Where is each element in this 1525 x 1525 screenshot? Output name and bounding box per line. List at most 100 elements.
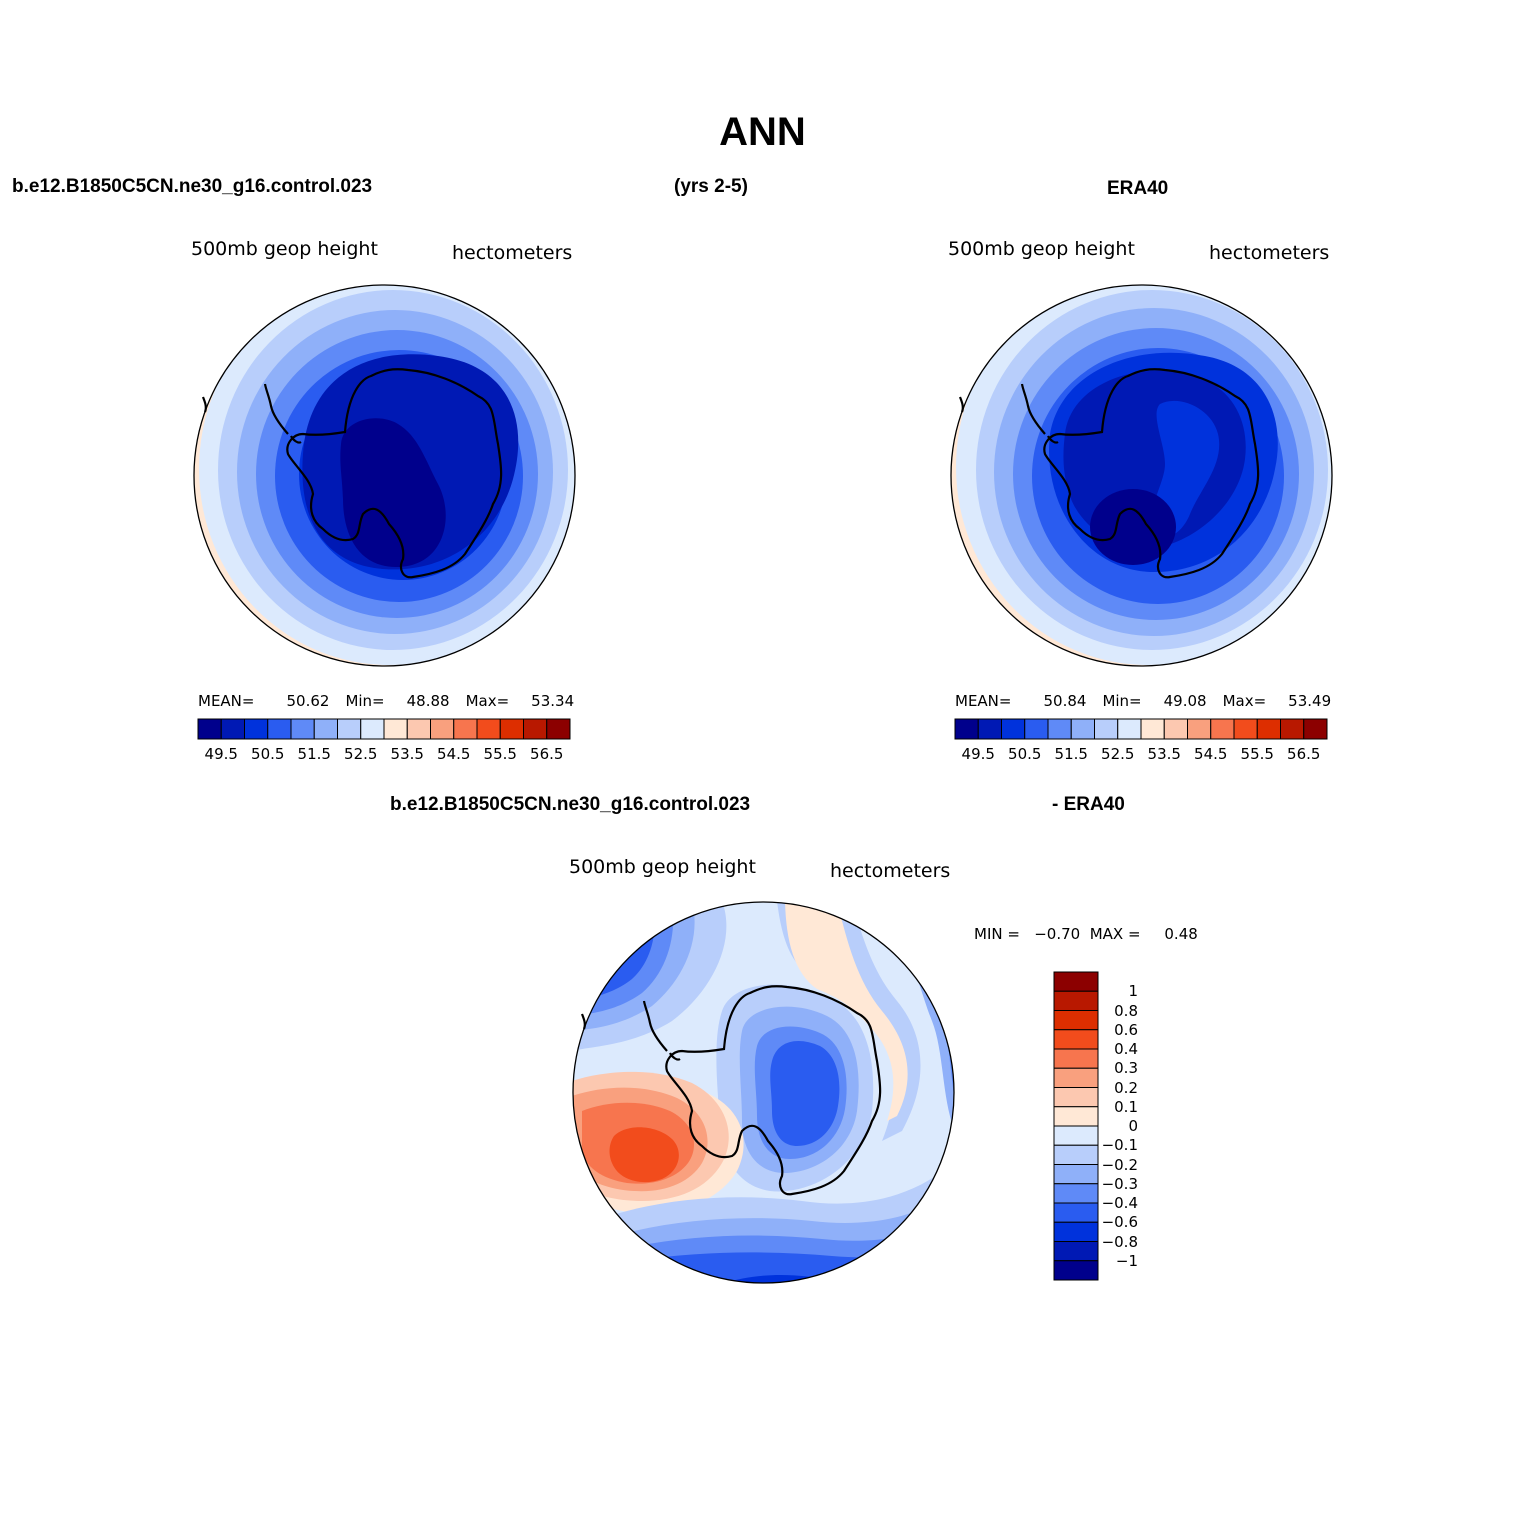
colorbar-tick-label: 51.5 <box>1054 745 1088 763</box>
top-right-variable-label: 500mb geop height <box>948 238 1135 260</box>
colorbar-swatch <box>267 718 292 740</box>
main-title: ANN <box>719 110 806 154</box>
colorbar-swatch <box>1094 718 1119 740</box>
top-left-colorbar-labels: 49.5 50.5 51.5 52.5 53.5 54.5 55.5 56.5 <box>198 745 570 765</box>
colorbar-swatch <box>383 718 408 740</box>
colorbar-tick-label: −0.1 <box>1101 1136 1138 1155</box>
difference-polar-map <box>572 901 955 1284</box>
max-label: Max= <box>465 692 510 710</box>
contour-band <box>1090 489 1176 565</box>
colorbar-tick-label: 49.5 <box>204 745 238 763</box>
colorbar-tick-label: 0.6 <box>1114 1020 1138 1039</box>
max-label: Max= <box>1222 692 1267 710</box>
colorbar-tick-label: 0.3 <box>1114 1059 1138 1078</box>
colorbar-swatch <box>977 718 1002 740</box>
colorbar-tick-label: −1 <box>1115 1251 1138 1270</box>
colorbar-swatch <box>1303 718 1328 740</box>
colorbar-tick-label: 54.5 <box>437 745 471 763</box>
colorbar-swatch <box>476 718 501 740</box>
colorbar-tick-label: 56.5 <box>530 745 564 763</box>
antarctica-coastline <box>580 985 882 1196</box>
difference-colorbar <box>1053 971 1099 1281</box>
max-value: 53.34 <box>531 692 575 710</box>
colorbar-tick-label: 55.5 <box>483 745 517 763</box>
colorbar-tick-label: 0.8 <box>1114 1001 1138 1020</box>
colorbar-swatch <box>1053 1029 1099 1050</box>
colorbar-swatch <box>1210 718 1235 740</box>
colorbar-swatch <box>1163 718 1188 740</box>
colorbar-swatch <box>1053 1048 1099 1069</box>
colorbar-swatch <box>546 718 571 740</box>
top-left-colorbar <box>197 718 571 740</box>
top-left-case-title: b.e12.B1850C5CN.ne30_g16.control.023 <box>12 176 373 197</box>
colorbar-swatch <box>1053 1010 1099 1031</box>
colorbar-tick-label: −0.2 <box>1101 1155 1138 1174</box>
colorbar-tick-label: 0.2 <box>1114 1078 1138 1097</box>
map-border <box>950 284 1333 667</box>
mean-label: MEAN= <box>955 692 1012 710</box>
colorbar-tick-label: 55.5 <box>1240 745 1274 763</box>
bottom-case-title: b.e12.B1850C5CN.ne30_g16.control.023 <box>390 794 751 815</box>
colorbar-swatch <box>1053 1202 1099 1223</box>
contour-band <box>609 1127 679 1183</box>
mean-label: MEAN= <box>198 692 255 710</box>
colorbar-tick-label: 53.5 <box>390 745 424 763</box>
colorbar-swatch <box>453 718 478 740</box>
bottom-units-label: hectometers <box>830 860 951 882</box>
colorbar-tick-label: 0.1 <box>1114 1097 1138 1116</box>
colorbar-swatch <box>1070 718 1095 740</box>
colorbar-swatch <box>220 718 245 740</box>
colorbar-swatch <box>1001 718 1026 740</box>
colorbar-tick-label: 52.5 <box>344 745 378 763</box>
colorbar-tick-label: 53.5 <box>1147 745 1181 763</box>
top-right-units-label: hectometers <box>1209 242 1330 264</box>
top-left-stats: MEAN= 50.62 Min= 48.88 Max= 53.34 <box>198 692 574 710</box>
mean-value: 50.84 <box>1043 692 1087 710</box>
colorbar-swatch <box>406 718 431 740</box>
colorbar-tick-label: −0.6 <box>1101 1213 1138 1232</box>
colorbar-swatch <box>1053 1125 1099 1146</box>
colorbar-swatch <box>523 718 548 740</box>
min-value: 49.08 <box>1163 692 1207 710</box>
colorbar-swatch <box>430 718 455 740</box>
colorbar-swatch <box>1187 718 1212 740</box>
bottom-diff-suffix: - ERA40 <box>1052 794 1125 815</box>
colorbar-swatch <box>1053 1221 1099 1242</box>
colorbar-swatch <box>360 718 385 740</box>
colorbar-swatch <box>1053 1260 1099 1281</box>
colorbar-swatch <box>1117 718 1142 740</box>
min-label: Min= <box>1102 692 1142 710</box>
map-border <box>572 901 955 1284</box>
colorbar-swatch <box>1053 1067 1099 1088</box>
top-right-stats: MEAN= 50.84 Min= 49.08 Max= 53.49 <box>955 692 1331 710</box>
colorbar-tick-label: 50.5 <box>251 745 285 763</box>
colorbar-tick-label: 0.4 <box>1114 1040 1138 1058</box>
top-right-case-title: ERA40 <box>1107 178 1169 199</box>
colorbar-swatch <box>290 718 315 740</box>
contour-band <box>785 902 908 1121</box>
colorbar-swatch <box>1256 718 1281 740</box>
colorbar-swatch <box>197 718 222 740</box>
min-label: Min= <box>345 692 385 710</box>
colorbar-swatch <box>1047 718 1072 740</box>
colorbar-tick-label: 54.5 <box>1194 745 1228 763</box>
colorbar-tick-label: 0 <box>1128 1117 1138 1135</box>
contour-band <box>340 418 446 568</box>
colorbar-tick-label: 1 <box>1128 982 1138 1001</box>
colorbar-swatch <box>1053 1183 1099 1204</box>
colorbar-swatch <box>1053 1164 1099 1185</box>
colorbar-tick-label: −0.8 <box>1101 1232 1138 1251</box>
colorbar-tick-label: 49.5 <box>961 745 995 763</box>
contour-band <box>1152 400 1220 537</box>
contour-band <box>770 1041 840 1146</box>
colorbar-swatch <box>499 718 524 740</box>
colorbar-swatch <box>1053 990 1099 1011</box>
top-right-polar-map <box>950 284 1333 667</box>
colorbar-swatch <box>1053 1241 1099 1262</box>
colorbar-swatch <box>1053 1106 1099 1127</box>
colorbar-swatch <box>337 718 362 740</box>
colorbar-tick-label: 51.5 <box>297 745 331 763</box>
top-right-colorbar-labels: 49.5 50.5 51.5 52.5 53.5 54.5 55.5 56.5 <box>955 745 1327 765</box>
top-left-units-label: hectometers <box>452 242 573 264</box>
top-left-variable-label: 500mb geop height <box>191 238 378 260</box>
